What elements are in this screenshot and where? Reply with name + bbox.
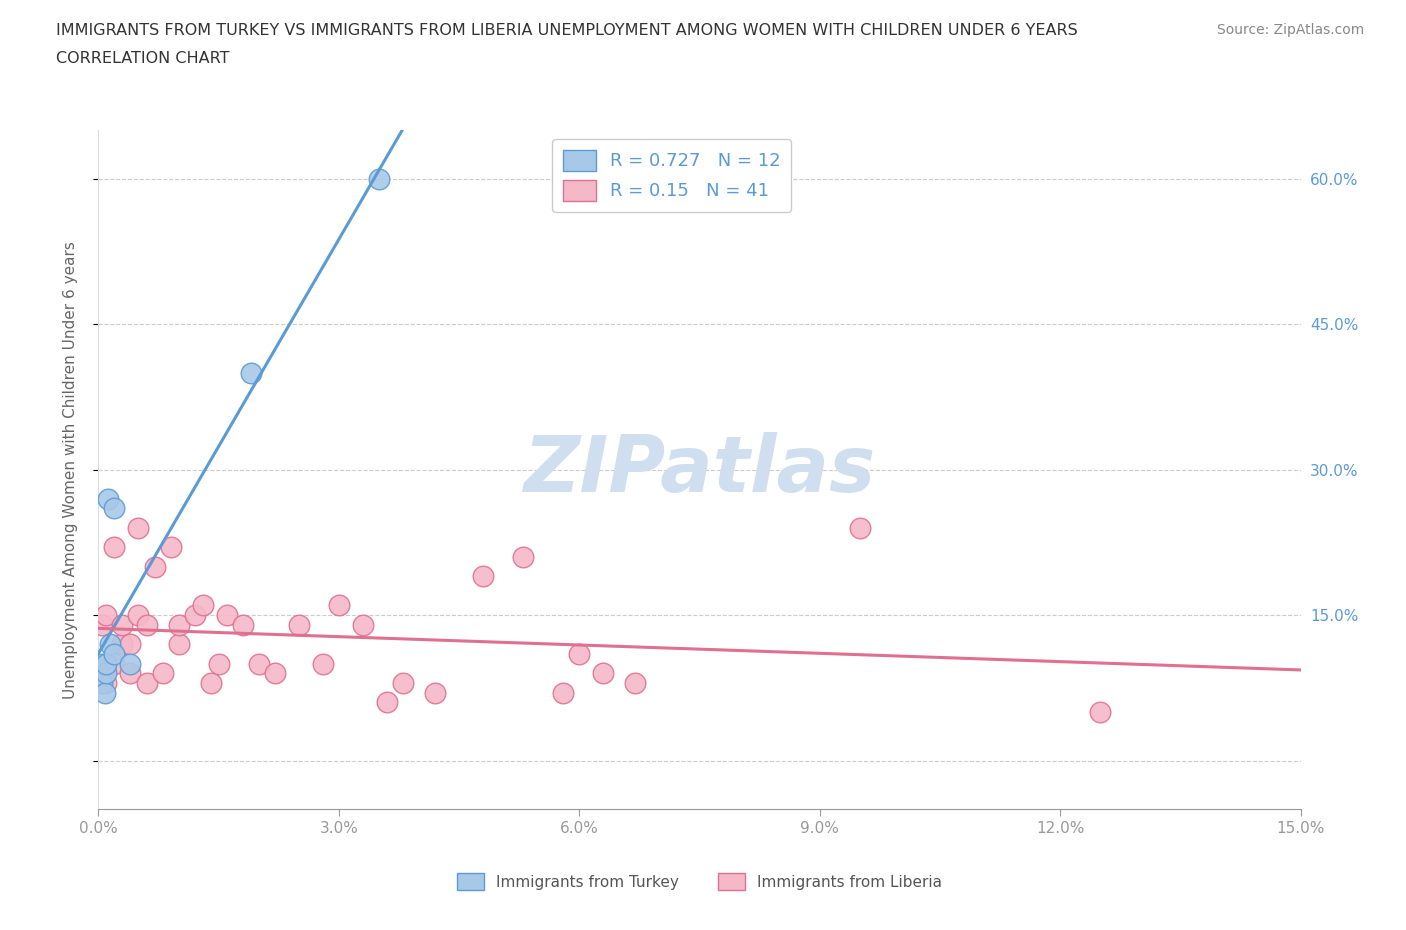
Point — [368, 171, 391, 186]
Point — [553, 685, 575, 700]
Point — [472, 569, 495, 584]
Point — [100, 637, 122, 652]
Point — [96, 607, 118, 622]
Point — [232, 618, 254, 632]
Point — [103, 646, 125, 661]
Text: IMMIGRANTS FROM TURKEY VS IMMIGRANTS FROM LIBERIA UNEMPLOYMENT AMONG WOMEN WITH : IMMIGRANTS FROM TURKEY VS IMMIGRANTS FRO… — [56, 23, 1078, 38]
Point — [159, 539, 181, 554]
Point — [135, 618, 157, 632]
Point — [120, 666, 142, 681]
Point — [167, 637, 190, 652]
Point — [103, 657, 125, 671]
Point — [91, 657, 114, 671]
Point — [312, 657, 335, 671]
Point — [288, 618, 311, 632]
Point — [111, 637, 134, 652]
Point — [120, 657, 142, 671]
Point — [392, 675, 415, 690]
Point — [97, 491, 120, 506]
Point — [239, 365, 262, 380]
Point — [91, 675, 114, 690]
Point — [592, 666, 614, 681]
Point — [247, 657, 270, 671]
Point — [568, 646, 591, 661]
Y-axis label: Unemployment Among Women with Children Under 6 years: Unemployment Among Women with Children U… — [63, 241, 77, 698]
Point — [96, 666, 118, 681]
Point — [96, 657, 118, 671]
Text: CORRELATION CHART: CORRELATION CHART — [56, 51, 229, 66]
Point — [143, 559, 166, 574]
Point — [352, 618, 374, 632]
Point — [91, 618, 114, 632]
Point — [183, 607, 205, 622]
Point — [849, 521, 872, 536]
Point — [128, 607, 150, 622]
Point — [624, 675, 647, 690]
Point — [1088, 705, 1111, 720]
Point — [103, 501, 125, 516]
Point — [103, 539, 125, 554]
Text: Source: ZipAtlas.com: Source: ZipAtlas.com — [1216, 23, 1364, 37]
Point — [111, 618, 134, 632]
Point — [94, 685, 117, 700]
Point — [135, 675, 157, 690]
Point — [96, 675, 118, 690]
Point — [152, 666, 174, 681]
Point — [191, 598, 214, 613]
Point — [200, 675, 222, 690]
Point — [512, 550, 534, 565]
Point — [328, 598, 350, 613]
Point — [128, 521, 150, 536]
Point — [423, 685, 446, 700]
Point — [263, 666, 285, 681]
Point — [208, 657, 231, 671]
Point — [375, 695, 398, 710]
Point — [167, 618, 190, 632]
Point — [120, 637, 142, 652]
Legend: Immigrants from Turkey, Immigrants from Liberia: Immigrants from Turkey, Immigrants from … — [450, 867, 949, 897]
Text: ZIPatlas: ZIPatlas — [523, 432, 876, 508]
Point — [215, 607, 238, 622]
